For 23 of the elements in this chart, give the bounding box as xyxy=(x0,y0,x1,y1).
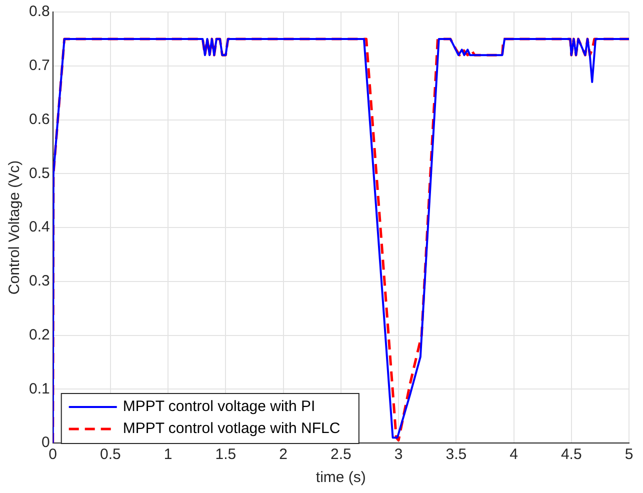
x-tick-label: 3 xyxy=(394,446,403,464)
y-tick-label: 0.5 xyxy=(28,164,50,182)
y-tick-label: 0 xyxy=(42,434,50,452)
x-tick-label: 1.5 xyxy=(215,446,236,464)
y-tick-label: 0.4 xyxy=(28,218,50,236)
x-tick-label: 4.5 xyxy=(560,446,582,464)
x-tick-label: 3.5 xyxy=(446,446,467,464)
x-tick-label: 2 xyxy=(279,446,288,464)
x-tick-label: 4 xyxy=(510,446,518,464)
x-tick-label: 1 xyxy=(164,446,172,464)
y-tick-label: 0.7 xyxy=(28,57,50,74)
x-tick-label: 0.5 xyxy=(100,446,121,464)
legend-label: MPPT control voltage with PI xyxy=(122,398,316,416)
x-tick-label: 2.5 xyxy=(330,446,352,464)
y-tick-label: 0.8 xyxy=(28,3,50,20)
legend-label: MPPT control votlage with NFLC xyxy=(122,420,340,438)
y-tick-label: 0.2 xyxy=(28,326,50,344)
x-tick-label: 5 xyxy=(624,446,634,464)
y-tick-label: 0.1 xyxy=(28,380,50,398)
y-tick-label: 0.6 xyxy=(28,110,50,128)
y-axis-title: Control Voltage (Vc) xyxy=(6,160,24,295)
x-axis-title: time (s) xyxy=(316,469,366,486)
y-tick-label: 0.3 xyxy=(28,272,50,290)
